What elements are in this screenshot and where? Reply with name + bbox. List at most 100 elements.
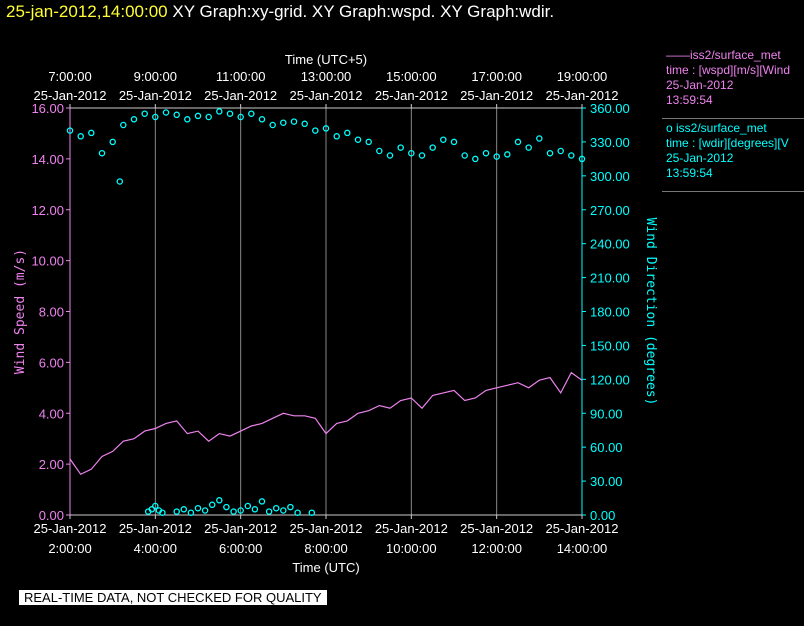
left-axis-title: Wind Speed (m/s) — [13, 249, 28, 374]
wdir-point — [386, 152, 394, 159]
top-tick-time: 9:00:00 — [134, 69, 177, 84]
wdir-point — [280, 119, 287, 126]
wdir-point — [272, 504, 280, 512]
wdir-point — [536, 135, 543, 142]
wdir-point — [546, 149, 554, 157]
wdir-point — [280, 507, 287, 514]
wdir-point — [152, 113, 159, 121]
wdir-point — [461, 152, 468, 159]
wdir-point — [141, 110, 148, 117]
top-tick-date: 25-Jan-2012 — [460, 88, 533, 103]
header-graphs: XY Graph:xy-grid. XY Graph:wspd. XY Grap… — [172, 2, 555, 21]
bottom-tick-date: 25-Jan-2012 — [546, 521, 619, 536]
legend-wspd-line3: 25-Jan-2012 — [666, 78, 734, 92]
right-tick-label: 150.00 — [590, 338, 630, 353]
legend-wdir-line4: 13:59:54 — [666, 166, 713, 180]
wdir-point — [216, 108, 223, 115]
right-axis-title: Wind Direction (degrees) — [643, 218, 658, 406]
wdir-point — [88, 129, 95, 137]
legend-wspd-line4: 13:59:54 — [666, 93, 713, 107]
right-tick-label: 240.00 — [590, 237, 630, 252]
wdir-point — [159, 509, 166, 516]
right-tick-label: 0.00 — [590, 508, 615, 523]
header-timestamp: 25-jan-2012,14:00:00 — [6, 2, 168, 21]
bottom-tick-date: 25-Jan-2012 — [460, 521, 533, 536]
wdir-point — [152, 502, 159, 510]
legend-divider — [662, 191, 804, 192]
wdir-point — [248, 110, 255, 117]
wdir-point — [98, 149, 106, 157]
wdir-point — [333, 133, 340, 140]
bottom-tick-time: 4:00:00 — [134, 541, 177, 556]
wdir-point — [312, 127, 319, 134]
wdir-point — [226, 110, 234, 117]
wdir-point — [440, 136, 447, 143]
left-tick-label: 6.00 — [39, 355, 64, 370]
left-tick-label: 14.00 — [31, 152, 64, 167]
top-tick-date: 25-Jan-2012 — [119, 88, 192, 103]
wdir-point — [308, 509, 316, 516]
bottom-tick-date: 25-Jan-2012 — [290, 521, 363, 536]
wdir-point — [290, 118, 298, 125]
wdir-point — [194, 504, 202, 512]
wdir-point — [568, 152, 575, 159]
top-tick-date: 25-Jan-2012 — [546, 88, 619, 103]
wdir-point — [148, 506, 156, 513]
legend-wdir: o iss2/surface_met time : [wdir][degrees… — [666, 121, 804, 181]
legend-divider — [662, 118, 804, 119]
wdir-point — [223, 503, 230, 511]
bottom-tick-date: 25-Jan-2012 — [204, 521, 277, 536]
right-tick-label: 270.00 — [590, 203, 630, 218]
wdir-point — [77, 133, 84, 140]
bottom-tick-date: 25-Jan-2012 — [34, 521, 107, 536]
wdir-point — [130, 116, 138, 123]
legend-wspd-line2: time : [wspd][m/s][Wind — [666, 63, 791, 77]
wdir-point — [450, 138, 458, 146]
right-tick-label: 30.00 — [590, 474, 623, 489]
top-tick-date: 25-Jan-2012 — [290, 88, 363, 103]
chart-header: 25-jan-2012,14:00:00 XY Graph:xy-grid. X… — [6, 2, 554, 22]
wdir-point — [120, 121, 127, 129]
top-tick-time: 7:00:00 — [48, 69, 91, 84]
left-tick-label: 8.00 — [39, 305, 64, 320]
right-tick-label: 120.00 — [590, 372, 630, 387]
right-tick-label: 180.00 — [590, 305, 630, 320]
wdir-point — [578, 155, 586, 163]
bottom-tick-time: 2:00:00 — [48, 541, 91, 556]
wdir-point — [504, 151, 511, 158]
wdir-point — [472, 155, 479, 163]
top-tick-time: 15:00:00 — [386, 69, 437, 84]
right-tick-label: 60.00 — [590, 440, 623, 455]
top-tick-time: 13:00:00 — [301, 69, 352, 84]
bottom-tick-date: 25-Jan-2012 — [375, 521, 448, 536]
right-tick-label: 360.00 — [590, 101, 630, 116]
wdir-point — [258, 498, 266, 505]
bottom-tick-time: 10:00:00 — [386, 541, 437, 556]
wdir-point — [258, 116, 266, 123]
left-tick-label: 10.00 — [31, 254, 64, 269]
top-tick-date: 25-Jan-2012 — [204, 88, 277, 103]
wdir-point — [514, 138, 522, 146]
bottom-tick-time: 6:00:00 — [219, 541, 262, 556]
quality-notice: REAL-TIME DATA, NOT CHECKED FOR QUALITY — [19, 590, 327, 605]
bottom-tick-date: 25-Jan-2012 — [119, 521, 192, 536]
wdir-point — [418, 152, 426, 159]
top-axis-title: Time (UTC+5) — [285, 52, 367, 67]
legend-wspd-line1: ——iss2/surface_met — [666, 48, 781, 62]
wdir-point — [269, 121, 276, 129]
top-tick-time: 19:00:00 — [557, 69, 608, 84]
top-tick-time: 17:00:00 — [471, 69, 522, 84]
wdir-point — [294, 509, 301, 516]
wdir-point — [244, 502, 252, 510]
wdir-point — [287, 503, 294, 511]
wdir-point — [194, 112, 202, 120]
bottom-tick-time: 12:00:00 — [471, 541, 522, 556]
top-tick-date: 25-Jan-2012 — [375, 88, 448, 103]
legend-wdir-line2: time : [wdir][degrees][V — [666, 136, 789, 150]
wdir-point — [201, 507, 209, 514]
wdir-point — [184, 116, 191, 123]
left-tick-label: 16.00 — [31, 101, 64, 116]
wdir-point — [162, 109, 170, 116]
wdir-point — [482, 149, 490, 157]
legend-wspd: ——iss2/surface_met time : [wspd][m/s][Wi… — [666, 48, 804, 108]
